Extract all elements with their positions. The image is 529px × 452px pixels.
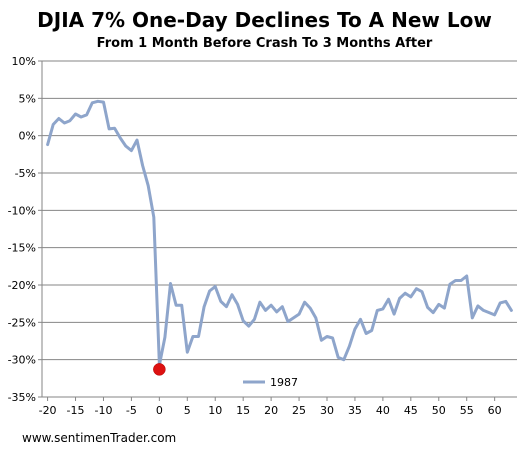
x-tick-label: 40 <box>376 404 390 417</box>
watermark: www.sentimenTrader.com <box>22 431 177 445</box>
y-tick-label: 0% <box>19 130 36 143</box>
y-tick-label: -30% <box>8 354 36 367</box>
x-tick-label: 25 <box>292 404 306 417</box>
x-tick-label: 60 <box>488 404 502 417</box>
y-tick-label: -15% <box>8 242 36 255</box>
y-tick-label: -10% <box>8 204 36 217</box>
chart-subtitle: From 1 Month Before Crash To 3 Months Af… <box>96 36 433 51</box>
y-tick-label: -5% <box>15 167 36 180</box>
x-tick-label: 15 <box>236 404 250 417</box>
series-line-1987 <box>46 99 513 367</box>
x-tick-label: 45 <box>404 404 418 417</box>
x-tick-label: 0 <box>156 404 163 417</box>
x-tick-label: 55 <box>460 404 474 417</box>
x-tick-label: 10 <box>208 404 222 417</box>
x-tick-label: -10 <box>94 404 112 417</box>
chart-title: DJIA 7% One-Day Declines To A New Low <box>37 8 492 32</box>
y-tick-label: -35% <box>8 391 36 404</box>
x-tick-label: 30 <box>320 404 334 417</box>
x-tick-label: 20 <box>264 404 278 417</box>
x-tick-label: -15 <box>67 404 85 417</box>
y-tick-label: -20% <box>8 279 36 292</box>
x-tick-label: 5 <box>184 404 191 417</box>
y-tick-label: 10% <box>12 55 36 68</box>
legend-label: 1987 <box>270 376 298 389</box>
y-tick-label: 5% <box>19 92 36 105</box>
x-tick-label: -5 <box>126 404 137 417</box>
y-tick-label: -25% <box>8 316 36 329</box>
low-point-marker <box>153 363 166 376</box>
x-tick-label: -20 <box>39 404 57 417</box>
x-tick-label: 50 <box>432 404 446 417</box>
x-tick-label: 35 <box>348 404 362 417</box>
